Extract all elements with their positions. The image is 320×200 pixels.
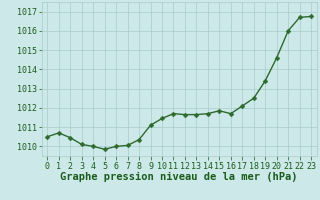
X-axis label: Graphe pression niveau de la mer (hPa): Graphe pression niveau de la mer (hPa) <box>60 172 298 182</box>
